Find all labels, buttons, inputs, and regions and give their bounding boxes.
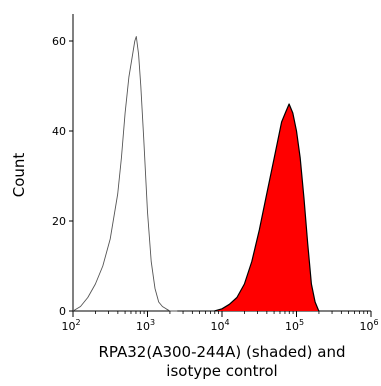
series-rpa32-shaded [214, 103, 320, 312]
x-axis-title-line1: RPA32(A300-244A) (shaded) and [98, 343, 345, 361]
series-layer [72, 36, 320, 312]
y-tick-label: 0 [59, 305, 66, 318]
y-tick-label: 40 [52, 125, 66, 138]
x-ticks: 102 103 104 105 106 [61, 311, 379, 333]
y-ticks: 0 20 40 60 [52, 35, 73, 318]
x-axis-title-line2: isotype control [166, 362, 277, 380]
x-tick-label: 102 [61, 318, 80, 333]
x-tick-label: 103 [136, 318, 155, 333]
y-axis-title: Count [10, 153, 28, 198]
x-tick-label: 105 [285, 318, 304, 333]
y-tick-label: 20 [52, 215, 66, 228]
x-tick-label: 104 [210, 318, 229, 333]
x-tick-label: 106 [359, 318, 378, 333]
series-isotype-control [72, 36, 178, 312]
y-tick-label: 60 [52, 35, 66, 48]
